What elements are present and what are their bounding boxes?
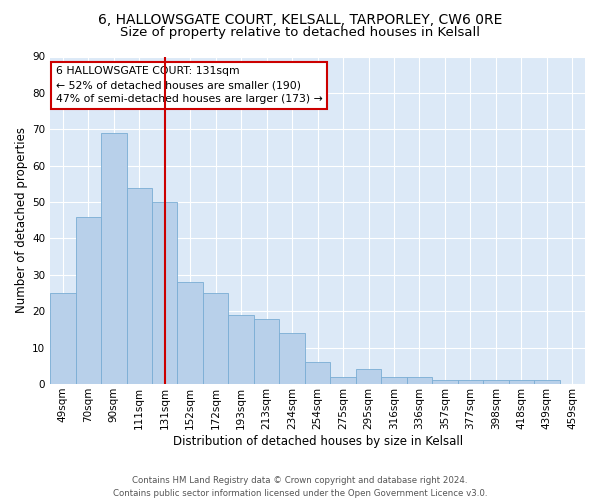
Bar [178,282,203,384]
Y-axis label: Number of detached properties: Number of detached properties [15,128,28,314]
Bar [381,377,407,384]
Bar [305,362,331,384]
Bar [280,333,305,384]
Text: 6, HALLOWSGATE COURT, KELSALL, TARPORLEY, CW6 0RE: 6, HALLOWSGATE COURT, KELSALL, TARPORLEY… [98,12,502,26]
Bar [483,380,509,384]
Bar [229,315,254,384]
Bar [254,318,280,384]
Text: Size of property relative to detached houses in Kelsall: Size of property relative to detached ho… [120,26,480,39]
Text: 6 HALLOWSGATE COURT: 131sqm
← 52% of detached houses are smaller (190)
47% of se: 6 HALLOWSGATE COURT: 131sqm ← 52% of det… [56,66,322,104]
Bar [101,133,127,384]
Bar [356,370,381,384]
X-axis label: Distribution of detached houses by size in Kelsall: Distribution of detached houses by size … [173,434,463,448]
Bar [458,380,483,384]
Bar [152,202,178,384]
Bar [432,380,458,384]
Bar [331,377,356,384]
Bar [203,293,229,384]
Bar [407,377,432,384]
Bar [50,293,76,384]
Bar [509,380,534,384]
Bar [76,216,101,384]
Bar [534,380,560,384]
Text: Contains HM Land Registry data © Crown copyright and database right 2024.
Contai: Contains HM Land Registry data © Crown c… [113,476,487,498]
Bar [127,188,152,384]
